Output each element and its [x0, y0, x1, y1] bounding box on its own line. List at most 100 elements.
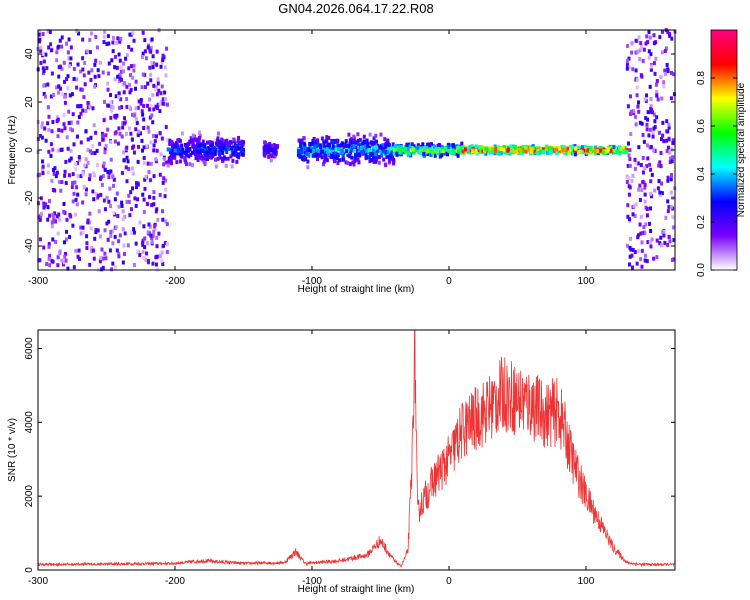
heatmap-cell: [159, 91, 163, 96]
heatmap-cell: [638, 222, 642, 227]
heatmap-cell: [47, 149, 51, 154]
heatmap-cell: [664, 46, 668, 51]
heatmap-cell: [46, 217, 50, 222]
heatmap-cell: [432, 147, 436, 152]
heatmap-cell: [381, 143, 385, 148]
heatmap-cell: [132, 68, 136, 73]
heatmap-cell: [352, 134, 356, 139]
heatmap-cell: [125, 97, 129, 102]
heatmap-cell: [152, 174, 156, 179]
heatmap-cell: [643, 231, 647, 236]
heatmap-cell: [88, 262, 92, 267]
heatmap-cell: [637, 145, 641, 150]
heatmap-cell: [58, 38, 62, 43]
heatmap-cell: [46, 121, 50, 126]
heatmap-cell: [509, 144, 513, 149]
heatmap-cell: [563, 147, 567, 152]
heatmap-cell: [103, 167, 107, 172]
heatmap-cell: [437, 142, 441, 147]
heatmap-cell: [638, 48, 642, 53]
heatmap-cell: [98, 141, 102, 146]
heatmap-cell: [216, 143, 220, 148]
heatmap-cell: [43, 126, 47, 131]
heatmap-cell: [654, 56, 658, 61]
heatmap-cell: [430, 145, 434, 150]
heatmap-cell: [115, 248, 119, 253]
heatmap-cell: [376, 143, 380, 148]
heatmap-cell: [316, 138, 320, 143]
heatmap-cell: [646, 240, 650, 245]
heatmap-cell: [325, 135, 329, 140]
heatmap-cell: [644, 116, 648, 121]
heatmap-cell: [316, 156, 320, 161]
heatmap-cell: [356, 138, 360, 143]
heatmap-cell: [426, 152, 430, 157]
heatmap-cell: [97, 209, 101, 214]
line-y-tick-label: 6000: [24, 337, 35, 360]
heatmap-cell: [270, 148, 274, 153]
heatmap-cell: [669, 205, 673, 210]
heatmap-cell: [659, 137, 663, 142]
heatmap-cell: [141, 249, 145, 254]
heatmap-cell: [165, 46, 169, 51]
heatmap-cell: [460, 141, 464, 146]
heatmap-cell: [627, 192, 631, 197]
colorbar-tick-label: 0.2: [696, 215, 707, 229]
heatmap-cell: [563, 145, 567, 150]
heatmap-cell: [203, 144, 207, 149]
colorbar-tick-label: 0.0: [696, 263, 707, 277]
heatmap-cell: [426, 148, 430, 153]
heatmap-cell: [96, 193, 100, 198]
heatmap-cell: [628, 148, 632, 153]
heatmap-cell: [412, 150, 416, 155]
heatmap-cell: [155, 92, 159, 97]
heatmap-cell: [535, 148, 539, 153]
heatmap-cell: [141, 240, 145, 245]
heatmap-cell: [122, 251, 126, 256]
heatmap-cell: [208, 140, 212, 145]
heatmap-cell: [440, 153, 444, 158]
heatmap-cell: [83, 82, 87, 87]
heatmap-cell: [88, 177, 92, 182]
heatmap-cell: [142, 160, 146, 165]
heatmap-cell: [481, 148, 485, 153]
heatmap-cell: [439, 149, 443, 154]
heatmap-cell: [357, 152, 361, 157]
heatmap-cell: [422, 151, 426, 156]
heatmap-cell: [152, 195, 156, 200]
heatmap-cell: [360, 150, 364, 155]
heatmap-cell: [188, 162, 192, 167]
heatmap-cell: [652, 256, 656, 261]
heatmap-cell: [140, 109, 144, 114]
heatmap-cell: [371, 148, 375, 153]
heatmap-x-axis-label: Height of straight line (km): [298, 284, 415, 295]
heatmap-cell: [84, 129, 88, 134]
heatmap-cell: [234, 147, 238, 152]
heatmap-cell: [170, 149, 174, 154]
heatmap-cell: [663, 48, 667, 53]
heatmap-cell: [143, 85, 147, 90]
heatmap-cell: [161, 58, 165, 63]
heatmap-cell: [101, 164, 105, 169]
heatmap-cell: [162, 162, 166, 167]
heatmap-cell: [194, 156, 198, 161]
heatmap-cell: [653, 119, 657, 124]
heatmap-cell: [237, 135, 241, 140]
heatmap-cell: [84, 157, 88, 162]
heatmap-cell: [163, 157, 167, 162]
heatmap-cell: [109, 267, 113, 272]
heatmap-cell: [335, 138, 339, 143]
heatmap-cell: [130, 166, 134, 171]
heatmap-cell: [635, 85, 639, 90]
heatmap-cell: [163, 65, 167, 70]
heatmap-cell: [205, 140, 209, 145]
colorbar-tick-label: 0.4: [696, 167, 707, 181]
heatmap-cell: [88, 173, 92, 178]
heatmap-cell: [583, 144, 587, 149]
heatmap-cell: [161, 53, 165, 58]
line-x-axis-label: Height of straight line (km): [298, 584, 415, 595]
heatmap-cell: [117, 91, 121, 96]
heatmap-cell: [163, 90, 167, 95]
heatmap-cell: [645, 259, 649, 264]
